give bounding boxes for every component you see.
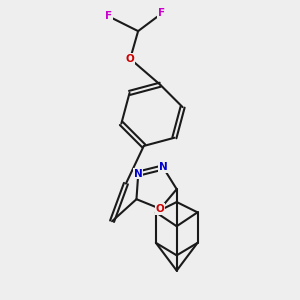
Text: N: N [159,162,167,172]
Text: N: N [134,169,142,178]
Text: F: F [105,11,112,21]
Text: O: O [156,204,165,214]
Text: F: F [158,8,166,18]
Text: O: O [126,54,135,64]
